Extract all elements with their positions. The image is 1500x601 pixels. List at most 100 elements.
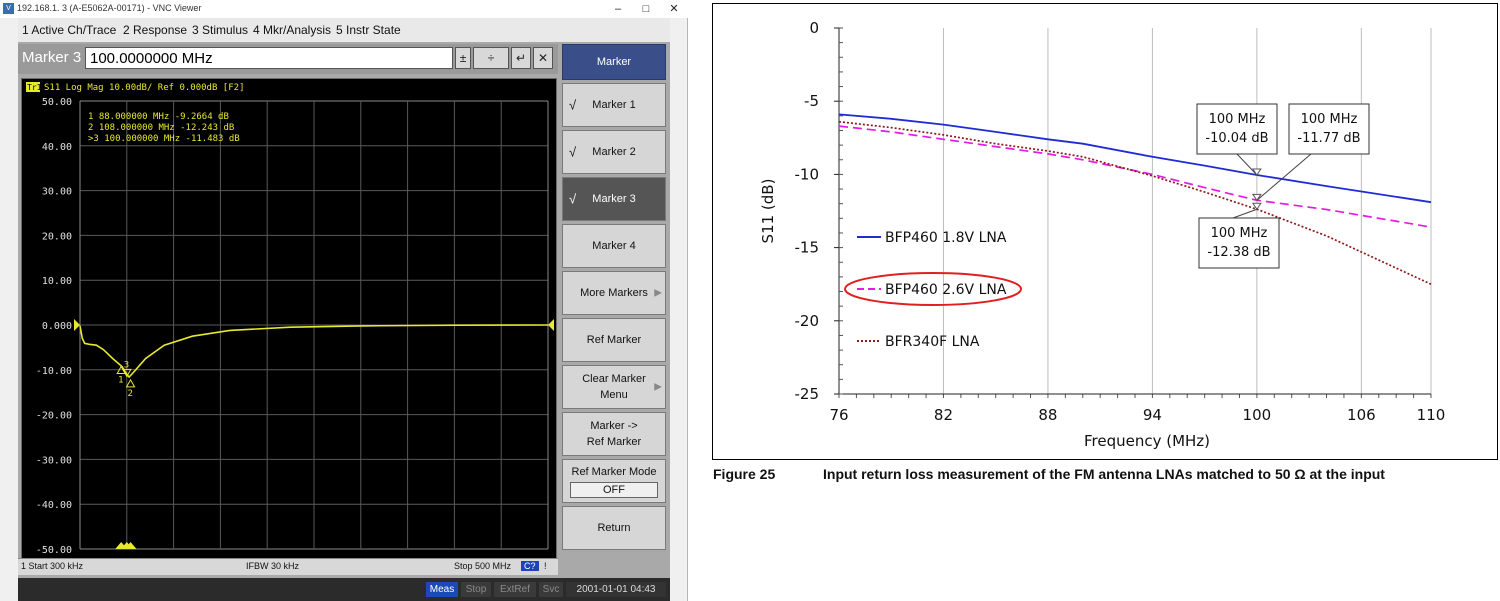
softkey-ref-marker-mode[interactable]: Ref Marker Mode OFF — [562, 459, 666, 503]
x-tick-label: 76 — [829, 406, 848, 424]
trace-header: Tr1 S11 Log Mag 10.00dB/ Ref 0.000dB [F2] — [26, 82, 244, 93]
x-tick-label: 94 — [1143, 406, 1162, 424]
y-tick-label: -5 — [804, 92, 819, 110]
series-line — [838, 120, 1432, 285]
softkey-label: More Markers — [580, 287, 648, 299]
y-tick-label: -20 — [795, 312, 820, 330]
annotation-leader-line — [1232, 208, 1258, 219]
softkey-return[interactable]: Return — [562, 506, 666, 550]
extref-indicator: ExtRef — [494, 582, 536, 597]
softkey-line1: Marker -> — [590, 420, 638, 432]
legend-label: BFP460 2.6V LNA — [885, 282, 1007, 298]
trace-tag-badge — [26, 82, 40, 92]
x-tick-label: 88 — [1038, 406, 1057, 424]
submenu-arrow-icon: ▶ — [654, 287, 662, 299]
softkey-label: Marker 1 — [592, 99, 636, 111]
y-tick-label: -15 — [795, 239, 820, 257]
analyzer-menubar: 1 Active Ch/Trace 2 Response 3 Stimulus … — [18, 18, 670, 42]
y-tick-label: 30.00 — [42, 187, 72, 198]
y-tick-label: -50.00 — [36, 545, 72, 556]
ref-pointer-left-icon — [74, 319, 80, 331]
entry-bar: Marker 3 100.0000000 MHz ± ÷ ↵ ✕ — [18, 44, 558, 74]
annotation-box — [1196, 103, 1278, 155]
channel-status-bar: 1 Start 300 kHz IFBW 30 kHz Stop 500 MHz… — [18, 558, 558, 575]
window-titlebar: V 192.168.1. 3 (A-E5062A-00171) - VNC Vi… — [0, 0, 688, 18]
annotation-leader-line — [1256, 153, 1312, 201]
softkey-more-markers[interactable]: More Markers ▶ — [562, 271, 666, 315]
annotation-point-marker — [1251, 202, 1262, 211]
softkey-marker-2[interactable]: √ Marker 2 — [562, 130, 666, 174]
minimize-button[interactable]: – — [614, 3, 622, 15]
menu-response[interactable]: 2 Response — [123, 23, 188, 37]
softkey-marker-3[interactable]: √ Marker 3 — [562, 177, 666, 221]
instrument-status-bar: Meas Stop ExtRef Svc 2001-01-01 04:43 — [18, 578, 670, 601]
softkey-line1: Clear Marker — [582, 373, 646, 385]
check-icon: √ — [569, 144, 577, 160]
close-button[interactable]: ✕ — [669, 3, 679, 15]
y-tick-label: -20.00 — [36, 411, 72, 422]
marker-triangle-icon — [121, 368, 132, 378]
legend-label: BFP460 1.8V LNA — [885, 230, 1007, 246]
trace-header-text: S11 Log Mag 10.00dB/ Ref 0.000dB [F2] — [44, 83, 244, 93]
annotation-box — [1288, 103, 1370, 155]
y-tick-label: -25 — [795, 385, 820, 403]
softkey-label: Ref Marker — [586, 334, 642, 346]
s11-chart-svg: 76 82 88 94 100 106 110 0 -5 -10 -15 -20 -25 Frequenc… — [759, 19, 1446, 450]
status-start: 1 Start 300 kHz — [21, 561, 84, 571]
softkey-marker-4[interactable]: Marker 4 — [562, 224, 666, 268]
softkey-line2: Ref Marker — [586, 436, 642, 448]
x-tick-label: 82 — [934, 406, 953, 424]
y-tick-label: 10.00 — [42, 276, 72, 287]
softkey-ref-marker[interactable]: Ref Marker — [562, 318, 666, 362]
annotation-line1: 100 MHz — [1209, 112, 1266, 127]
annotation-line1: 100 MHz — [1211, 226, 1268, 241]
annotation-line2: -10.04 dB — [1205, 131, 1268, 146]
softkey-label: Marker 3 — [592, 193, 636, 205]
step-updown-button[interactable]: ÷ — [473, 47, 509, 69]
marker-readout-line: 2 108.000000 MHz -12.243 dB — [88, 123, 234, 133]
softkey-label: Return — [597, 522, 631, 534]
ref-pointer-right-icon — [548, 319, 554, 331]
softkey-label: Marker 4 — [592, 240, 636, 252]
trace-plot-area: Tr1 S11 Log Mag 10.00dB/ Ref 0.000dB [F2]… — [21, 78, 557, 564]
status-stop: Stop 500 MHz — [454, 561, 512, 571]
legend-label: BFR340F LNA — [885, 334, 980, 350]
spin-updown-button[interactable]: ± — [455, 47, 471, 69]
marker-triangle-icon — [125, 378, 136, 388]
softkey-label: Clear Marker Menu — [563, 371, 665, 403]
x-tick-label: 110 — [1417, 406, 1446, 424]
enter-icon[interactable]: ↵ — [511, 47, 531, 69]
marker-frequency-input[interactable]: 100.0000000 MHz — [85, 47, 453, 69]
annotation-point-marker — [1251, 168, 1262, 176]
series-line — [838, 113, 1432, 204]
softkey-line1: Ref Marker Mode — [571, 466, 657, 478]
y-tick-label: -40.00 — [36, 500, 72, 511]
marker-readout-line: >3 100.000000 MHz -11.483 dB — [88, 134, 240, 144]
softkey-label: Marker -> Ref Marker — [563, 418, 665, 450]
menu-active-ch-trace[interactable]: 1 Active Ch/Trace — [22, 23, 117, 37]
series-line — [838, 125, 1432, 228]
trace-line — [79, 324, 549, 379]
maximize-button[interactable]: □ — [642, 3, 650, 15]
softkey-clear-marker-menu[interactable]: Clear Marker Menu ▶ — [562, 365, 666, 409]
softkey-marker-1[interactable]: √ Marker 1 — [562, 83, 666, 127]
menu-instr-state[interactable]: 5 Instr State — [336, 23, 401, 37]
stop-indicator: Stop — [461, 582, 491, 597]
trace-tag: Tr1 — [27, 83, 42, 92]
menu-stimulus[interactable]: 3 Stimulus — [192, 23, 249, 37]
marker-number-label: 2 — [128, 389, 133, 399]
softkey-label: Ref Marker Mode OFF — [563, 464, 665, 498]
check-icon: √ — [569, 191, 577, 207]
annotation-line1: 100 MHz — [1301, 112, 1358, 127]
status-ifbw: IFBW 30 kHz — [246, 561, 300, 571]
annotation-point-marker — [1251, 193, 1262, 202]
ref-marker-mode-value: OFF — [570, 482, 658, 498]
annotation-leader-line — [1236, 153, 1258, 176]
softkey-marker-to-ref[interactable]: Marker -> Ref Marker — [562, 412, 666, 456]
menu-mkr-analysis[interactable]: 4 Mkr/Analysis — [253, 23, 332, 37]
annotation-line2: -12.38 dB — [1207, 245, 1270, 260]
figure-caption-text: Input return loss measurement of the FM … — [823, 466, 1385, 482]
close-entry-icon[interactable]: ✕ — [533, 47, 553, 69]
window-title: 192.168.1. 3 (A-E5062A-00171) - VNC View… — [17, 3, 202, 13]
vnc-app-icon: V — [3, 3, 14, 14]
